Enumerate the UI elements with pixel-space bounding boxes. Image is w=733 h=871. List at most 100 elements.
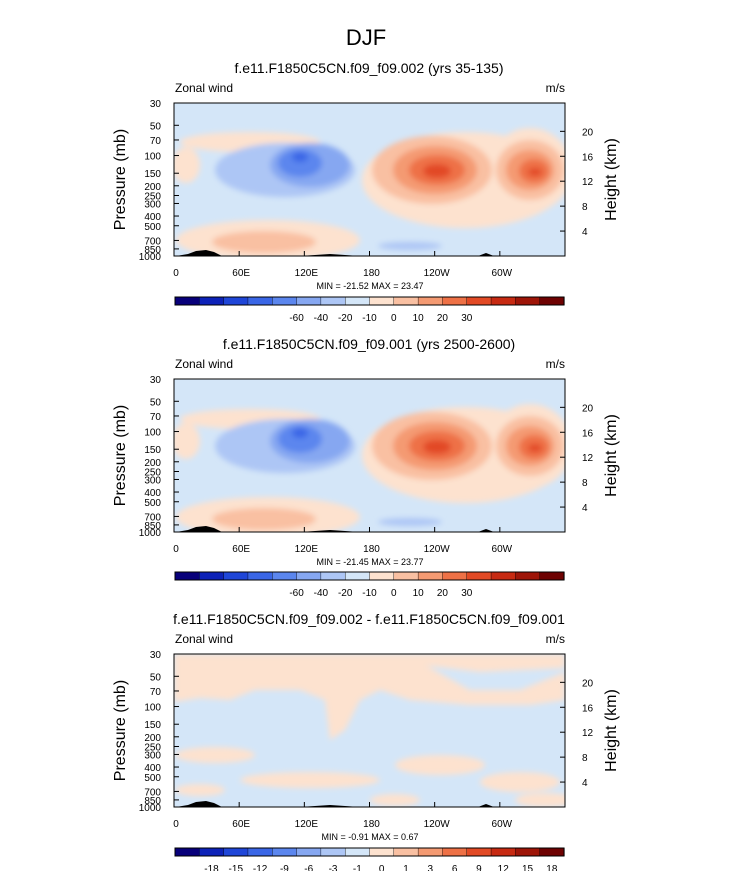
colorbar-label: -20	[338, 588, 353, 599]
pressure-tick-label: 1000	[139, 528, 162, 539]
pressure-tick-label: 500	[144, 773, 161, 784]
pressure-tick-label: 100	[144, 703, 161, 714]
pressure-tick-label: 1000	[139, 252, 162, 263]
colorbar-label: 12	[498, 864, 510, 871]
lon-tick-label: 0	[173, 268, 179, 279]
colorbar-label: 30	[461, 588, 473, 599]
panel-2-field-label: Zonal wind	[175, 357, 233, 371]
pressure-axis-title: Pressure (mb)	[112, 680, 129, 781]
colorbar-label: 0	[379, 864, 385, 871]
panel-3-field-label: Zonal wind	[175, 632, 233, 646]
colorbar-swatch	[442, 847, 468, 857]
colorbar-label: 30	[461, 313, 473, 324]
height-tick-label: 8	[582, 478, 588, 489]
colorbar-label: -60	[289, 313, 304, 324]
colorbar-swatch	[369, 571, 395, 581]
figure-title: DJF	[346, 25, 386, 50]
height-tick-label: 16	[582, 703, 594, 714]
colorbar-swatch	[223, 296, 249, 306]
lon-tick-label: 60E	[232, 819, 250, 830]
pressure-tick-label: 400	[144, 763, 161, 774]
colorbar-swatch	[539, 571, 565, 581]
colorbar-label: 20	[437, 588, 449, 599]
pressure-tick-label: 150	[144, 720, 161, 731]
pressure-tick-label: 70	[150, 136, 162, 147]
pressure-tick-label: 300	[144, 199, 161, 210]
lon-tick-label: 60E	[232, 268, 250, 279]
min-max-stats: MIN = -21.52 MAX = 23.47	[316, 281, 423, 291]
colorbar-swatch	[344, 571, 371, 581]
pressure-tick-label: 150	[144, 445, 161, 456]
height-tick-label: 4	[582, 778, 588, 789]
height-axis-title: Height (km)	[603, 138, 620, 221]
height-tick-label: 12	[582, 728, 594, 739]
colorbar-swatch	[320, 571, 346, 581]
colorbar-label: -15	[229, 864, 244, 871]
height-tick-label: 12	[582, 453, 594, 464]
lon-tick-label: 120W	[424, 819, 451, 830]
height-tick-label: 4	[582, 503, 588, 514]
colorbar-label: 0	[391, 588, 397, 599]
topography	[176, 801, 222, 807]
colorbar-label: -1	[353, 864, 362, 871]
colorbar-label: -60	[289, 588, 304, 599]
colorbar-swatch	[174, 296, 200, 306]
colorbar-swatch	[442, 296, 468, 306]
panel-1-title: f.e11.F1850C5CN.f09_f09.002 (yrs 35-135)	[234, 60, 503, 76]
pressure-tick-label: 850	[144, 245, 161, 256]
height-tick-label: 20	[582, 678, 594, 689]
pressure-tick-label: 700	[144, 512, 161, 523]
pressure-tick-label: 250	[144, 192, 161, 203]
lon-tick-label: 60E	[232, 544, 250, 555]
pressure-tick-label: 200	[144, 182, 161, 193]
pressure-tick-label: 700	[144, 236, 161, 247]
lon-tick-label: 180	[363, 544, 380, 555]
height-tick-label: 8	[582, 202, 588, 213]
pressure-tick-label: 850	[144, 521, 161, 532]
colorbar-swatch	[393, 847, 419, 857]
colorbar-label: -6	[304, 864, 313, 871]
colorbar-swatch	[320, 296, 346, 306]
colorbar-swatch	[515, 571, 541, 581]
colorbar-label: -40	[314, 588, 329, 599]
colorbar-label: -10	[362, 313, 377, 324]
colorbar-label: 3	[428, 864, 434, 871]
colorbar-swatch	[272, 296, 298, 306]
min-max-stats: MIN = -21.45 MAX = 23.77	[316, 557, 423, 567]
colorbar-swatch	[490, 847, 516, 857]
colorbar-label: -9	[280, 864, 289, 871]
pressure-tick-label: 30	[150, 99, 162, 110]
pressure-tick-label: 70	[150, 687, 162, 698]
colorbar-label: 18	[546, 864, 558, 871]
pressure-tick-label: 700	[144, 787, 161, 798]
lon-tick-label: 60W	[492, 268, 513, 279]
pressure-tick-label: 100	[144, 428, 161, 439]
colorbar-swatch	[417, 571, 444, 581]
panel-1: f.e11.F1850C5CN.f09_f09.002 (yrs 35-135)…	[173, 60, 566, 257]
pressure-tick-label: 850	[144, 796, 161, 807]
colorbar-label: -40	[314, 313, 329, 324]
colorbar-swatch	[296, 296, 322, 306]
colorbar-swatch	[247, 296, 273, 306]
height-tick-label: 8	[582, 753, 588, 764]
colorbar-swatch	[539, 296, 565, 306]
pressure-tick-label: 200	[144, 733, 161, 744]
colorbar-frame	[174, 847, 565, 857]
lon-tick-label: 180	[363, 819, 380, 830]
colorbar-label: 20	[437, 313, 449, 324]
pressure-tick-label: 70	[150, 412, 162, 423]
pressure-tick-label: 100	[144, 152, 161, 163]
lon-tick-label: 120W	[424, 544, 451, 555]
pressure-tick-label: 1000	[139, 803, 162, 814]
height-axis-title: Height (km)	[603, 689, 620, 772]
colorbar-swatch	[174, 571, 200, 581]
colorbar-swatch	[466, 296, 492, 306]
colorbar-swatch	[223, 847, 249, 857]
lon-tick-label: 60W	[492, 819, 513, 830]
panel-3-units: m/s	[546, 632, 565, 646]
colorbar-label: 10	[413, 313, 425, 324]
panel-1-field-label: Zonal wind	[175, 81, 233, 95]
colorbar-swatch	[490, 571, 516, 581]
colorbar-swatch	[393, 296, 419, 306]
colorbar-swatch	[199, 571, 225, 581]
